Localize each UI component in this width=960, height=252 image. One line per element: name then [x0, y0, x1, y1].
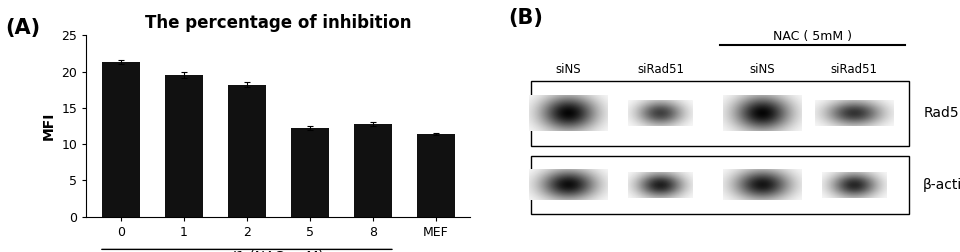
Text: NAC ( 5mM ): NAC ( 5mM ): [773, 30, 852, 43]
Text: siRad51: siRad51: [830, 62, 877, 76]
Bar: [532, 81, 909, 146]
X-axis label: J1 (NAC, mM): J1 (NAC, mM): [232, 250, 324, 252]
Bar: [228, 85, 266, 217]
Bar: [417, 134, 455, 217]
Text: β-actin: β-actin: [924, 178, 960, 192]
Bar: [354, 124, 392, 217]
Text: siRad51: siRad51: [637, 62, 684, 76]
Text: siNS: siNS: [556, 62, 581, 76]
Text: Rad51: Rad51: [924, 106, 960, 120]
Title: The percentage of inhibition: The percentage of inhibition: [145, 14, 412, 32]
Bar: [102, 62, 140, 217]
Bar: [165, 75, 203, 217]
Bar: [532, 156, 909, 214]
Text: (A): (A): [5, 18, 40, 38]
Y-axis label: MFI: MFI: [42, 112, 56, 140]
Text: (B): (B): [509, 8, 543, 27]
Text: siNS: siNS: [749, 62, 775, 76]
Bar: [291, 128, 328, 217]
